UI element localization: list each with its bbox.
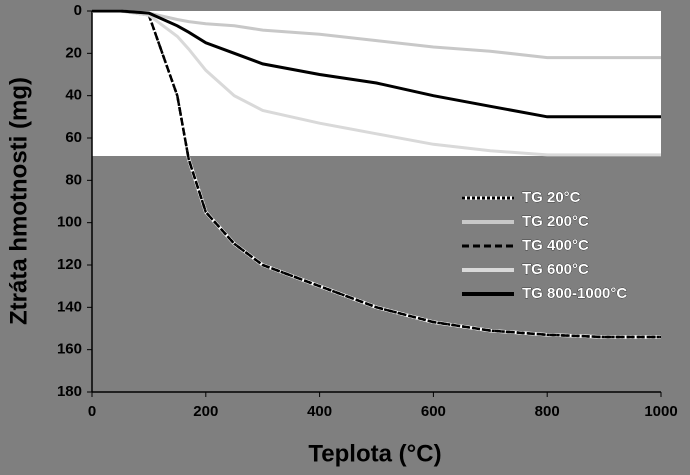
line — [92, 9, 661, 157]
x-tick-label: 400 — [307, 403, 332, 420]
legend-label: TG 20°C — [522, 189, 581, 206]
y-tick-label: 160 — [57, 341, 82, 358]
x-tick-label: 800 — [535, 403, 560, 420]
y-tick-label: 20 — [65, 44, 82, 61]
legend-label: TG 400°C — [522, 237, 589, 254]
x-tick-label: 600 — [421, 403, 446, 420]
y-tick-label: 180 — [57, 383, 82, 400]
y-tick-label: 80 — [65, 171, 82, 188]
x-axis-title: Teplota (°C) — [308, 440, 441, 467]
y-tick-label: 0 — [74, 2, 82, 19]
x-tick-label: 200 — [193, 403, 218, 420]
y-tick-label: 100 — [57, 214, 82, 231]
y-tick-label: 120 — [57, 256, 82, 273]
y-axis-title: Ztráta hmotnosti (mg) — [5, 77, 32, 325]
y-tick-label: 140 — [57, 298, 82, 315]
y-tick-label: 40 — [65, 87, 82, 104]
legend-label: TG 800-1000°C — [522, 285, 627, 302]
y-tick-label: 60 — [65, 129, 82, 146]
line — [92, 9, 661, 60]
legend-label: TG 600°C — [522, 261, 589, 278]
line — [92, 9, 661, 119]
x-tick-label: 0 — [88, 403, 96, 420]
x-tick-label: 1000 — [644, 403, 677, 420]
line — [92, 9, 661, 339]
legend-label: TG 200°C — [522, 213, 589, 230]
